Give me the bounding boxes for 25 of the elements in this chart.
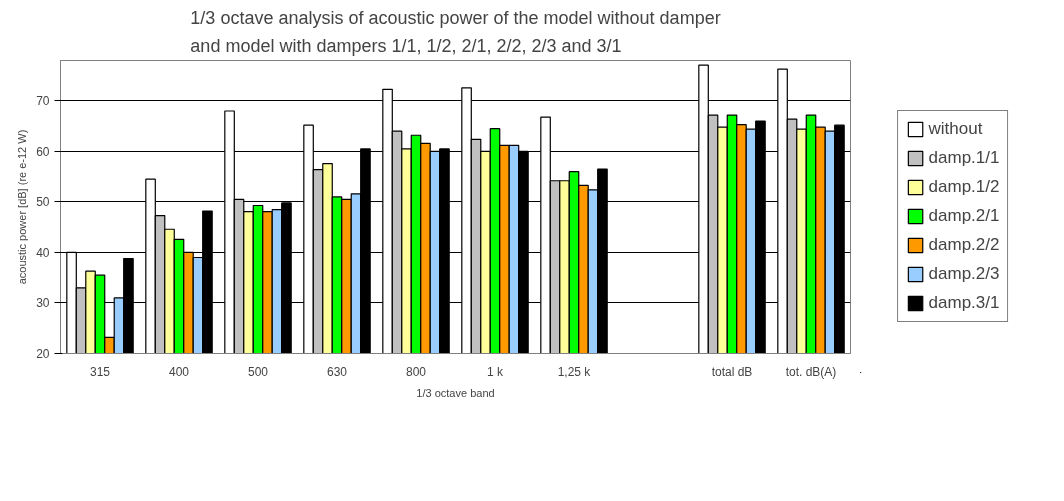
x-tick-label: 500 <box>247 364 269 379</box>
legend-label: without <box>928 119 983 139</box>
x-tick-label: tot. dB(A) <box>785 364 837 379</box>
x-tick-label: 630 <box>326 364 348 379</box>
legend-label: damp.2/2 <box>928 235 1000 255</box>
chart-title: 1/3 octave analysis of acoustic power of the model without damper and model with dampers 1/1, 1/2, 2/1, 2/2, 2/3 and 3/1 <box>190 7 721 56</box>
x-axis-title: 1/3 octave band <box>416 386 495 399</box>
y-tick-label: 30 <box>36 296 50 311</box>
legend-label: damp.3/1 <box>928 293 1000 313</box>
x-tick-label: 1,25 k <box>557 364 592 379</box>
x-tick-label: 1 k <box>487 364 504 379</box>
x-tick-label: total dB <box>711 364 753 379</box>
y-tick-label: 70 <box>36 94 50 109</box>
y-axis-title: acoustic power [dB] (re e-12 W) <box>16 129 29 285</box>
x-tick-label: 315 <box>89 364 111 379</box>
x-tick-label: 800 <box>405 364 427 379</box>
y-tick-label: 20 <box>36 347 50 361</box>
x-tick-label: 400 <box>168 364 190 379</box>
y-tick-label: 60 <box>36 144 50 159</box>
legend-label: damp.2/3 <box>928 264 1000 284</box>
legend-label: damp.1/2 <box>928 177 1000 197</box>
legend-label: damp.2/1 <box>928 206 1000 226</box>
y-tick-label: 50 <box>36 195 50 210</box>
legend-label: damp.1/1 <box>928 148 1000 168</box>
y-tick-label: 40 <box>36 245 50 260</box>
